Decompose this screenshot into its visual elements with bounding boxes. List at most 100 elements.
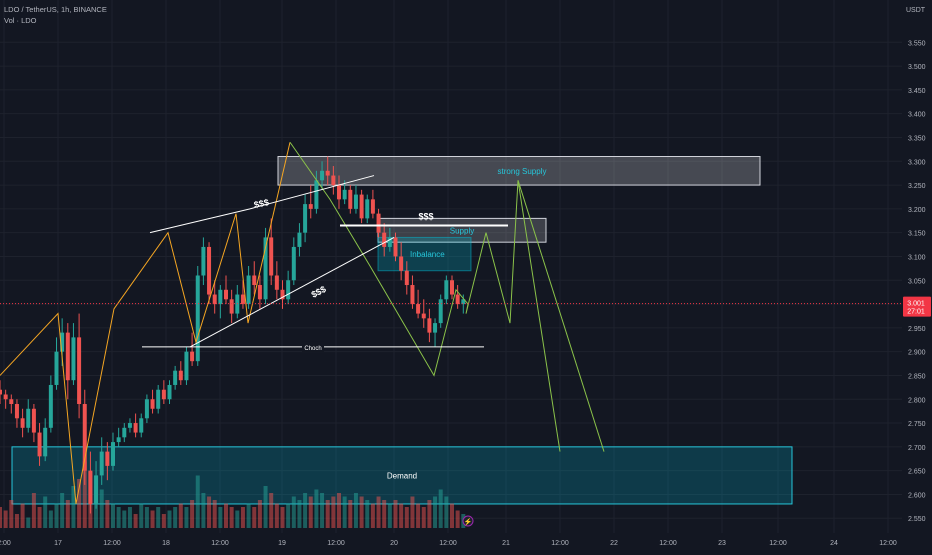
volume-bar: [3, 510, 8, 528]
volume-bar: [382, 500, 387, 528]
candle-body: [461, 299, 466, 305]
volume-bar: [393, 500, 398, 528]
time-tick-label: 12:00: [327, 540, 345, 547]
candle-body: [173, 370, 178, 385]
price-tick-label: 3.050: [908, 278, 926, 285]
volume-bar: [235, 510, 240, 528]
candle-body: [77, 337, 82, 405]
candle-body: [240, 294, 245, 305]
candle-body: [331, 175, 336, 186]
candle-body: [116, 437, 121, 443]
volume-bar: [82, 461, 87, 528]
volume-bar: [127, 507, 132, 528]
strong-supply-zone: [277, 156, 761, 186]
price-tick-label: 3.400: [908, 112, 926, 119]
volume-indicator-label[interactable]: Vol · LDO: [4, 16, 37, 25]
candle-body: [207, 246, 212, 295]
candle-body: [376, 213, 381, 233]
volume-bar: [263, 486, 268, 528]
volume-bar: [365, 500, 370, 528]
price-tick-label: 3.250: [908, 183, 926, 190]
candle-body: [450, 280, 454, 295]
volume-bar: [139, 503, 144, 528]
candle-body: [111, 442, 115, 466]
volume-bar: [455, 510, 460, 528]
candle-body: [14, 404, 19, 419]
candle-body: [252, 275, 257, 286]
time-tick-label: 20: [390, 540, 398, 547]
candle-body: [71, 337, 76, 381]
time-tick-label: 12:00: [551, 540, 569, 547]
candle-body: [20, 418, 25, 428]
volume-bar: [105, 500, 110, 528]
liquidity-label-3: $$$: [310, 284, 328, 300]
candle-body: [297, 232, 302, 247]
candle-body: [184, 351, 189, 381]
last-price-value: 3.001: [907, 301, 925, 308]
candle-body: [393, 237, 398, 257]
candle-body: [365, 199, 370, 219]
strong-supply-label: strong Supply: [498, 167, 547, 176]
price-tick-label: 2.800: [908, 397, 926, 404]
demand-label: Demand: [387, 471, 417, 480]
symbol-title[interactable]: LDO / TetherUS, 1h, BINANCE: [4, 5, 107, 14]
choch-label: Choch: [304, 346, 321, 352]
price-tick-label: 2.650: [908, 469, 926, 476]
volume-bar: [387, 503, 392, 528]
volume-bar: [303, 493, 308, 528]
candle-body: [133, 423, 138, 433]
candle-body: [410, 285, 415, 305]
candle-body: [31, 408, 36, 433]
candle-body: [416, 304, 421, 314]
time-tick-label: 17: [54, 540, 62, 547]
volume-bar: [150, 510, 155, 528]
candle-body: [60, 332, 65, 352]
volume-bar: [9, 500, 14, 528]
volume-bar: [416, 503, 421, 528]
last-price-badge: [903, 296, 931, 317]
candle-body: [195, 275, 200, 362]
volume-bar: [433, 496, 438, 528]
candle-body: [127, 423, 132, 428]
volume-bar: [60, 493, 65, 528]
price-tick-label: 3.200: [908, 207, 926, 214]
volume-bar: [450, 503, 454, 528]
volume-bar: [314, 489, 319, 528]
candle-body: [303, 204, 308, 233]
volume-bar: [229, 507, 234, 528]
candle-body: [308, 204, 313, 209]
time-tick-label: 12:00: [769, 540, 787, 547]
price-tick-label: 3.500: [908, 64, 926, 71]
lightning-icon: [462, 515, 474, 527]
volume-bar: [156, 507, 161, 528]
candle-body: [353, 194, 358, 209]
candle-body: [291, 246, 296, 281]
channel-lower: [189, 236, 395, 348]
candle-body: [26, 408, 31, 428]
volume-bar: [116, 507, 121, 528]
candle-body: [370, 199, 375, 214]
candle-body: [314, 180, 319, 209]
volume-bar: [201, 493, 206, 528]
candle-body: [404, 270, 409, 286]
zones: strong Supply Supply Inbalance Demand: [11, 156, 793, 505]
candle-body: [37, 432, 42, 457]
volume-bar: [99, 489, 104, 528]
candle-body: [65, 332, 70, 381]
volume-bar: [353, 493, 358, 528]
candle-body: [224, 289, 228, 300]
volume-bar: [257, 500, 262, 528]
volume-bar: [348, 500, 353, 528]
candle-body: [427, 318, 432, 333]
volume-bar: [173, 507, 178, 528]
price-tick-label: 3.350: [908, 135, 926, 142]
price-tick-label: 2.950: [908, 326, 926, 333]
candle-body: [54, 351, 59, 385]
volume-bar: [133, 514, 138, 528]
time-tick-label: 21: [502, 540, 510, 547]
volume-bar: [399, 503, 404, 528]
volume-bar: [308, 496, 313, 528]
liquidity-label-2: $$$: [418, 211, 433, 221]
